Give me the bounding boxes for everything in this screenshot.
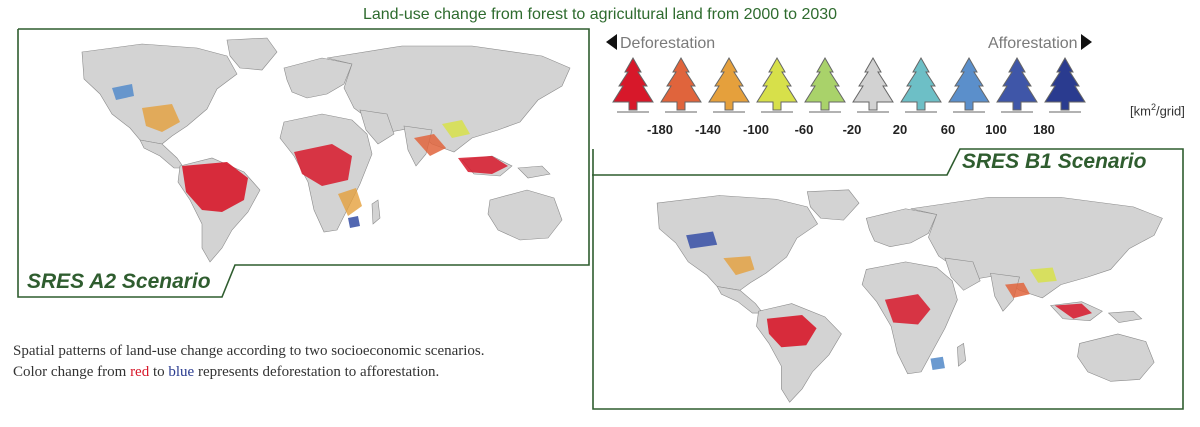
b1-deforestation-patches <box>686 231 1092 370</box>
legend-tick-label: -100 <box>742 122 770 137</box>
tree-swatch-4 <box>804 56 846 113</box>
legend-tick-label: -60 <box>794 122 814 137</box>
tree-swatch-3 <box>756 56 798 113</box>
afforestation-legend-label: Afforestation <box>988 34 1092 53</box>
b1-scenario-label: SRES B1 Scenario <box>962 150 1147 173</box>
tree-swatch-8 <box>996 56 1038 113</box>
caption-red-word: red <box>130 364 150 380</box>
legend-tick-label: 20 <box>892 122 908 137</box>
caption-line-2: Color change from red to blue represents… <box>13 364 440 380</box>
tree-swatch-9 <box>1044 56 1086 113</box>
legend-unit: [km2/grid] <box>1130 102 1185 119</box>
legend-tick-label: 180 <box>1033 122 1055 137</box>
b1-world-map <box>656 189 1163 403</box>
a2-scenario-frame <box>17 28 590 298</box>
caption-line-1: Spatial patterns of land-use change acco… <box>13 343 485 359</box>
figure-title: Land-use change from forest to agricultu… <box>362 6 838 23</box>
tree-swatch-5 <box>852 56 894 113</box>
deforestation-legend-label: Deforestation <box>606 34 715 53</box>
left-arrow-icon <box>606 34 617 50</box>
tree-swatch-2 <box>708 56 750 113</box>
a2-scenario-label: SRES A2 Scenario <box>27 270 211 293</box>
b1-scenario-frame <box>592 148 1184 410</box>
tree-color-legend <box>612 56 1086 113</box>
legend-tick-label: 60 <box>940 122 956 137</box>
legend-tick-label: -140 <box>694 122 722 137</box>
legend-tick-label: -180 <box>646 122 674 137</box>
tree-swatch-1 <box>660 56 702 113</box>
legend-tick-label: 100 <box>985 122 1007 137</box>
caption-blue-word: blue <box>168 364 195 380</box>
tree-swatch-0 <box>612 56 654 113</box>
figure-caption: Spatial patterns of land-use change acco… <box>13 341 485 383</box>
legend-tick-label: -20 <box>842 122 862 137</box>
tree-swatch-6 <box>900 56 942 113</box>
a2-world-map <box>81 37 571 263</box>
right-arrow-icon <box>1080 34 1092 50</box>
tree-swatch-7 <box>948 56 990 113</box>
a2-deforestation-patches <box>112 84 508 228</box>
